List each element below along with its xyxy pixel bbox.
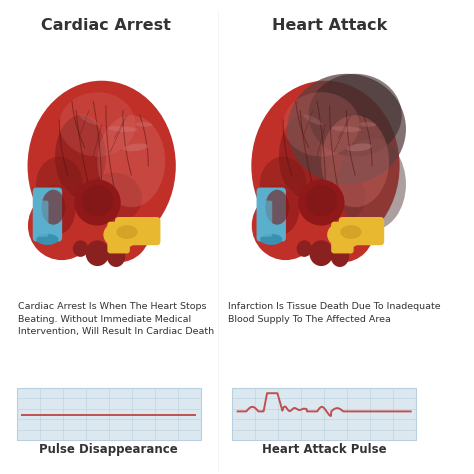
Text: Heart Attack Pulse: Heart Attack Pulse (262, 443, 386, 456)
Ellipse shape (117, 225, 137, 239)
Ellipse shape (359, 122, 376, 127)
Ellipse shape (346, 144, 372, 151)
Ellipse shape (287, 74, 406, 184)
Ellipse shape (297, 240, 312, 257)
Ellipse shape (252, 191, 319, 260)
Text: Infarction Is Tissue Death Due To Inadequate
Blood Supply To The Affected Area: Infarction Is Tissue Death Due To Inadeq… (228, 302, 441, 323)
Ellipse shape (42, 190, 65, 225)
Ellipse shape (59, 92, 136, 156)
Ellipse shape (28, 191, 96, 260)
Ellipse shape (298, 180, 345, 226)
Ellipse shape (82, 185, 114, 217)
Ellipse shape (305, 185, 337, 217)
Ellipse shape (251, 81, 400, 251)
Text: Cardiac Arrest: Cardiac Arrest (41, 18, 171, 33)
Ellipse shape (36, 234, 58, 245)
Ellipse shape (36, 156, 82, 212)
Ellipse shape (260, 234, 282, 245)
FancyBboxPatch shape (260, 201, 272, 237)
Ellipse shape (279, 115, 330, 198)
Text: Pulse Disappearance: Pulse Disappearance (39, 443, 178, 456)
Ellipse shape (35, 185, 75, 235)
Ellipse shape (310, 198, 374, 263)
Ellipse shape (338, 138, 406, 230)
Ellipse shape (332, 126, 362, 132)
FancyBboxPatch shape (339, 217, 384, 245)
Ellipse shape (74, 180, 121, 226)
FancyBboxPatch shape (33, 188, 62, 242)
Ellipse shape (86, 240, 109, 266)
Ellipse shape (321, 115, 389, 207)
Ellipse shape (27, 81, 176, 251)
Ellipse shape (136, 122, 153, 127)
Text: Heart Attack: Heart Attack (272, 18, 387, 33)
FancyBboxPatch shape (36, 201, 48, 237)
Ellipse shape (327, 221, 363, 248)
Ellipse shape (303, 115, 322, 125)
FancyBboxPatch shape (17, 388, 201, 440)
Ellipse shape (260, 156, 306, 212)
Ellipse shape (310, 173, 366, 223)
FancyBboxPatch shape (108, 222, 130, 254)
Ellipse shape (107, 245, 126, 267)
Ellipse shape (55, 115, 106, 198)
FancyBboxPatch shape (331, 222, 354, 254)
Ellipse shape (98, 115, 165, 207)
Ellipse shape (73, 240, 88, 257)
Ellipse shape (309, 74, 401, 156)
Ellipse shape (265, 190, 289, 225)
Ellipse shape (123, 144, 148, 151)
FancyBboxPatch shape (115, 217, 160, 245)
Ellipse shape (340, 225, 362, 239)
Ellipse shape (79, 115, 99, 125)
Ellipse shape (103, 221, 139, 248)
FancyBboxPatch shape (232, 388, 416, 440)
Ellipse shape (310, 240, 333, 266)
Text: Cardiac Arrest Is When The Heart Stops
Beating. Without Immediate Medical
Interv: Cardiac Arrest Is When The Heart Stops B… (18, 302, 215, 336)
Ellipse shape (87, 173, 142, 223)
FancyBboxPatch shape (256, 188, 286, 242)
Ellipse shape (283, 92, 359, 156)
Ellipse shape (87, 198, 150, 263)
Ellipse shape (330, 245, 349, 267)
Ellipse shape (258, 185, 299, 235)
Ellipse shape (108, 126, 137, 132)
